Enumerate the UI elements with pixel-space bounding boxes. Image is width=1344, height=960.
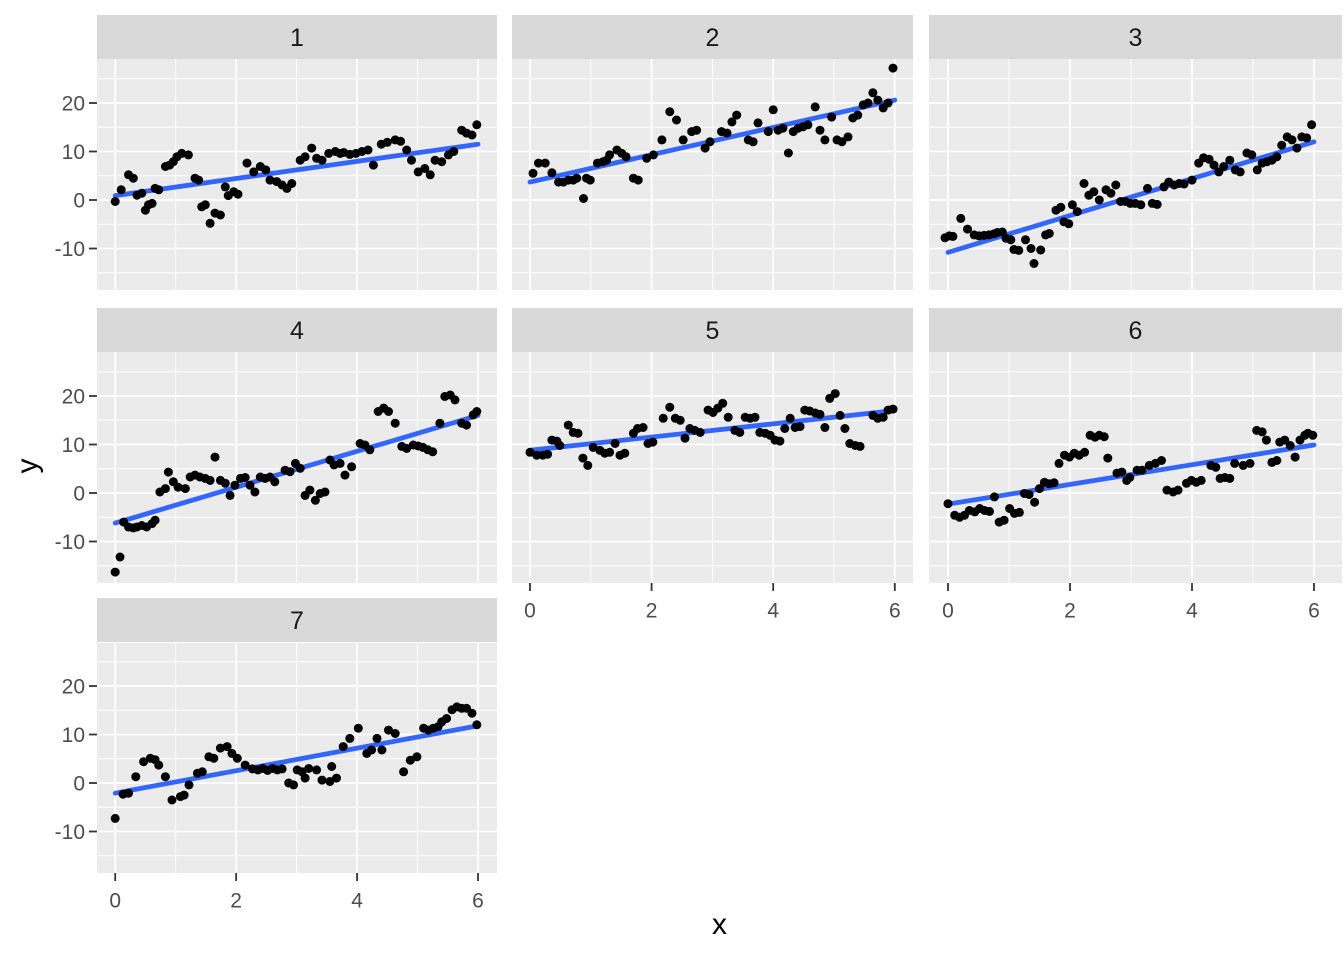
facet-2: 2: [512, 15, 913, 290]
major-gridlines: [929, 352, 1342, 583]
y-tick-label: 10: [62, 434, 85, 457]
y-axis: -10 0 10 20: [55, 386, 97, 554]
facet-5: 5 0 2 4 6: [512, 308, 913, 623]
panel-background: [929, 59, 1342, 290]
y-tick-label: -10: [55, 821, 85, 844]
trend-line: [112, 723, 481, 796]
facet-strip-label: 2: [706, 24, 720, 52]
x-tick-label: 2: [230, 890, 242, 913]
x-tick-label: 6: [1308, 600, 1320, 623]
x-tick-label: 4: [767, 600, 779, 623]
x-tick-label: 0: [109, 890, 121, 913]
y-tick-label: 0: [73, 190, 85, 213]
data-points: [110, 120, 482, 228]
x-axis-title: x: [712, 908, 727, 941]
facet-strip: [512, 308, 913, 352]
x-tick-label: 0: [524, 600, 536, 623]
y-tick-label: 20: [62, 93, 85, 116]
data-points: [110, 390, 482, 577]
facet-strip-label: 5: [706, 317, 720, 345]
x-axis: 0 2 4 6: [524, 583, 901, 623]
y-tick-label: 0: [73, 483, 85, 506]
y-tick-label: 10: [62, 724, 85, 747]
y-tick-label: 20: [62, 676, 85, 699]
facet-strip: [929, 308, 1342, 352]
facet-strip-label: 3: [1129, 24, 1143, 52]
facet-strip-label: 1: [290, 24, 304, 52]
facet-strip-label: 6: [1129, 317, 1143, 345]
y-axis-title: y: [11, 458, 44, 474]
y-tick-label: 20: [62, 386, 85, 409]
x-axis: 0 2 4 6: [109, 873, 484, 913]
y-axis: -10 0 10 20: [55, 676, 97, 844]
facet-strip: [97, 308, 497, 352]
facet-strip: [97, 598, 497, 642]
facet-6: 6 0 2 4 6: [929, 308, 1342, 623]
x-tick-label: 4: [351, 890, 363, 913]
data-points: [528, 63, 898, 203]
y-tick-label: -10: [55, 238, 85, 261]
x-axis: 0 2 4 6: [942, 583, 1320, 623]
facet-4: 4 -10 0 10 20: [55, 308, 497, 583]
facet-strip-label: 7: [290, 607, 304, 635]
x-tick-label: 0: [942, 600, 954, 623]
major-gridlines: [97, 352, 497, 583]
y-tick-label: 0: [73, 773, 85, 796]
y-tick-label: 10: [62, 141, 85, 164]
y-axis: -10 0 10 20: [55, 93, 97, 261]
y-tick-label: -10: [55, 531, 85, 554]
x-tick-label: 2: [1064, 600, 1076, 623]
trend-line: [945, 139, 1317, 255]
major-gridlines: [97, 59, 497, 290]
facet-1: 1 -10 0 10 20: [55, 15, 497, 290]
facet-strip: [929, 15, 1342, 59]
minor-gridlines: [929, 352, 1342, 583]
facet-strip-label: 4: [290, 317, 304, 345]
facet-3: 3: [929, 15, 1342, 290]
data-points: [525, 389, 898, 470]
major-gridlines: [512, 59, 913, 290]
facet-strip: [97, 15, 497, 59]
x-tick-label: 6: [889, 600, 901, 623]
x-tick-label: 4: [1186, 600, 1198, 623]
major-gridlines: [929, 59, 1342, 290]
facet-7: 7 -10 0 10 20 0 2 4 6: [55, 598, 497, 913]
data-points: [110, 702, 482, 823]
x-tick-label: 2: [646, 600, 658, 623]
facet-strip: [512, 15, 913, 59]
x-tick-label: 6: [472, 890, 484, 913]
minor-gridlines: [929, 59, 1342, 290]
trend-line: [112, 141, 481, 199]
data-points: [940, 120, 1317, 268]
data-points: [943, 425, 1318, 527]
